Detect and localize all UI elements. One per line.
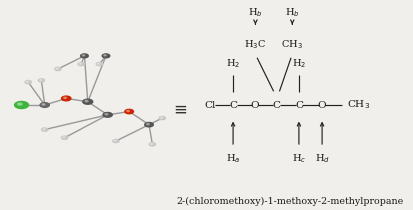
Circle shape <box>112 139 119 143</box>
Text: O: O <box>250 101 259 109</box>
Circle shape <box>125 109 133 114</box>
Text: C: C <box>294 101 302 109</box>
Circle shape <box>145 122 153 127</box>
Circle shape <box>40 80 42 81</box>
Circle shape <box>25 80 31 84</box>
Circle shape <box>126 110 129 112</box>
Circle shape <box>85 100 88 102</box>
Circle shape <box>83 99 93 104</box>
Text: H$_d$: H$_d$ <box>314 152 329 165</box>
Circle shape <box>14 101 28 109</box>
Circle shape <box>105 113 108 115</box>
Circle shape <box>17 103 22 105</box>
Circle shape <box>160 117 162 118</box>
Circle shape <box>40 103 49 107</box>
Circle shape <box>149 143 155 146</box>
Circle shape <box>96 62 102 66</box>
Text: H$_c$: H$_c$ <box>291 152 305 165</box>
Circle shape <box>42 104 45 105</box>
Text: Cl: Cl <box>204 101 216 109</box>
Text: H$_a$: H$_a$ <box>225 152 240 165</box>
Circle shape <box>97 63 100 64</box>
Circle shape <box>63 137 65 138</box>
Circle shape <box>104 55 106 56</box>
Circle shape <box>26 81 28 82</box>
Text: CH$_3$: CH$_3$ <box>346 99 369 111</box>
Text: H$_b$: H$_b$ <box>247 6 262 19</box>
Circle shape <box>38 79 45 82</box>
Circle shape <box>41 128 48 131</box>
Circle shape <box>64 97 66 99</box>
Circle shape <box>56 68 58 69</box>
Text: 2-(chloromethoxy)-1-methoxy-2-methylpropane: 2-(chloromethoxy)-1-methoxy-2-methylprop… <box>176 197 402 206</box>
Text: H$_2$: H$_2$ <box>225 58 240 70</box>
Circle shape <box>114 140 116 141</box>
Circle shape <box>61 136 68 139</box>
Text: H$_b$: H$_b$ <box>284 6 299 19</box>
Text: ≡: ≡ <box>173 100 187 118</box>
Text: H$_2$: H$_2$ <box>291 58 305 70</box>
Circle shape <box>159 117 165 120</box>
Circle shape <box>78 62 84 66</box>
Text: H$_3$C: H$_3$C <box>244 38 266 51</box>
Circle shape <box>79 63 81 64</box>
Circle shape <box>43 129 45 130</box>
Circle shape <box>102 54 109 58</box>
Text: C: C <box>272 101 280 109</box>
Text: O: O <box>317 101 325 109</box>
Circle shape <box>81 54 88 58</box>
Text: CH$_3$: CH$_3$ <box>281 38 302 51</box>
Circle shape <box>103 113 112 117</box>
Circle shape <box>146 123 149 125</box>
Circle shape <box>82 55 85 56</box>
Circle shape <box>55 67 61 71</box>
Text: C: C <box>228 101 237 109</box>
Circle shape <box>150 143 152 144</box>
Circle shape <box>62 96 71 101</box>
